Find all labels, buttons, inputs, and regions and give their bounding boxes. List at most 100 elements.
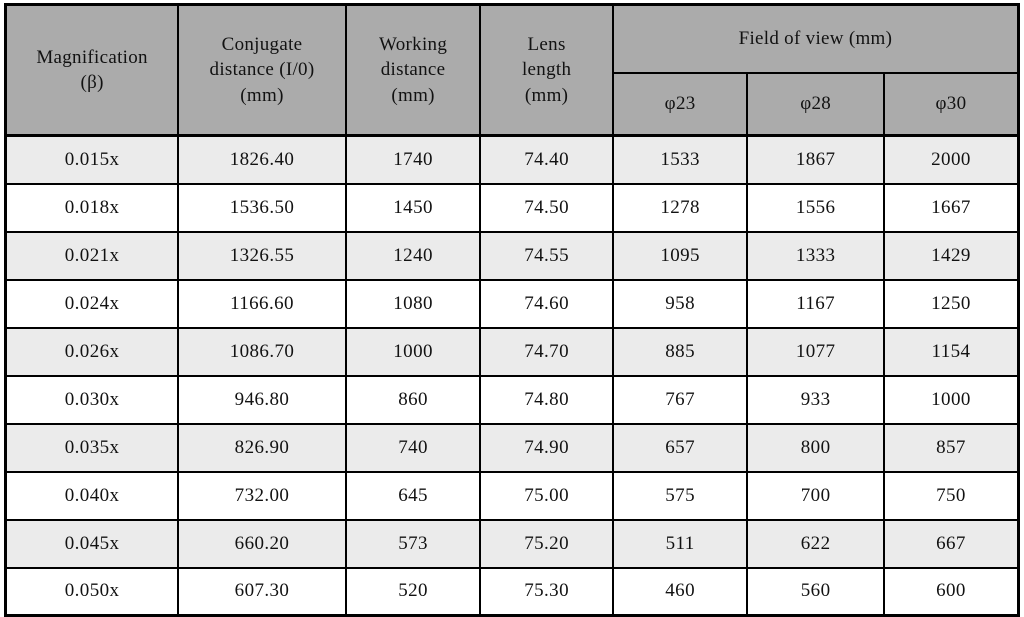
table-cell: 1278 [611, 182, 749, 233]
table-cell: 750 [882, 470, 1020, 521]
table-row: 0.045x 660.20 573 75.20 511 622 667 [4, 518, 1020, 569]
table-cell: 1429 [882, 230, 1020, 281]
col-header-fov-phi28: φ28 [746, 72, 885, 137]
table-cell: 1080 [344, 278, 482, 329]
header-row-top: Magnification (β) Conjugate distance (I/… [4, 3, 1020, 137]
table-cell: 74.90 [479, 422, 614, 473]
table-cell: 826.90 [177, 422, 347, 473]
table-cell: 75.20 [479, 518, 614, 569]
table-cell: 74.55 [479, 230, 614, 281]
table-cell: 1826.40 [177, 134, 347, 185]
table-cell: 575 [611, 470, 749, 521]
header-line: (mm) [391, 84, 435, 106]
table-cell: 1536.50 [177, 182, 347, 233]
table-cell: 1533 [611, 134, 749, 185]
table-cell: 75.00 [479, 470, 614, 521]
table-cell: 607.30 [177, 566, 347, 617]
table-cell: 1326.55 [177, 230, 347, 281]
table-cell: 1000 [344, 326, 482, 377]
table-cell: 1333 [746, 230, 885, 281]
table-cell: 74.80 [479, 374, 614, 425]
table-cell: 860 [344, 374, 482, 425]
table-cell: 645 [344, 470, 482, 521]
table-cell: 1667 [882, 182, 1020, 233]
table-cell: 1086.70 [177, 326, 347, 377]
table-cell: 1450 [344, 182, 482, 233]
table-cell: 74.40 [479, 134, 614, 185]
table-row: 0.035x 826.90 740 74.90 657 800 857 [4, 422, 1020, 473]
table-cell: 520 [344, 566, 482, 617]
col-header-working-distance: Working distance (mm) [344, 3, 482, 137]
table-cell: 667 [882, 518, 1020, 569]
table-cell: 0.021x [4, 230, 180, 281]
table-cell: 511 [611, 518, 749, 569]
table-row: 0.018x 1536.50 1450 74.50 1278 1556 1667 [4, 182, 1020, 233]
header-line: (mm) [240, 84, 284, 106]
table-cell: 460 [611, 566, 749, 617]
table-cell: 800 [746, 422, 885, 473]
header-line: (mm) [524, 84, 569, 106]
table-cell: 0.030x [4, 374, 180, 425]
table-cell: 0.018x [4, 182, 180, 233]
col-header-magnification: Magnification (β) [4, 3, 180, 137]
table-cell: 885 [611, 326, 749, 377]
table-cell: 657 [611, 422, 749, 473]
header-line: length [521, 59, 572, 81]
table-cell: 74.60 [479, 278, 614, 329]
header-line: Conjugate [221, 34, 303, 56]
table-cell: 1154 [882, 326, 1020, 377]
table-cell: 1250 [882, 278, 1020, 329]
header-line: (β) [80, 72, 104, 93]
table-cell: 0.045x [4, 518, 180, 569]
table-row: 0.026x 1086.70 1000 74.70 885 1077 1154 [4, 326, 1020, 377]
col-header-fov-phi30: φ30 [882, 72, 1020, 137]
table-cell: 740 [344, 422, 482, 473]
table-cell: 0.015x [4, 134, 180, 185]
table-cell: 573 [344, 518, 482, 569]
table-row: 0.024x 1166.60 1080 74.60 958 1167 1250 [4, 278, 1020, 329]
table-row: 0.050x 607.30 520 75.30 460 560 600 [4, 566, 1020, 617]
table-cell: 660.20 [177, 518, 347, 569]
header-line: distance [380, 59, 446, 81]
header-line: Lens [527, 34, 566, 56]
table-cell: 600 [882, 566, 1020, 617]
table-body: 0.015x 1826.40 1740 74.40 1533 1867 2000… [4, 134, 1020, 617]
table-row: 0.021x 1326.55 1240 74.55 1095 1333 1429 [4, 230, 1020, 281]
header-line: distance (I/0) [209, 59, 315, 81]
table-cell: 0.040x [4, 470, 180, 521]
table-cell: 1556 [746, 182, 885, 233]
table-cell: 1166.60 [177, 278, 347, 329]
table-cell: 1095 [611, 230, 749, 281]
table-cell: 767 [611, 374, 749, 425]
table-cell: 74.70 [479, 326, 614, 377]
table-row: 0.015x 1826.40 1740 74.40 1533 1867 2000 [4, 134, 1020, 185]
table-cell: 1240 [344, 230, 482, 281]
table-cell: 0.050x [4, 566, 180, 617]
table-header: Magnification (β) Conjugate distance (I/… [4, 3, 1020, 137]
col-header-field-of-view: Field of view (mm) [611, 3, 1020, 74]
table-cell: 622 [746, 518, 885, 569]
lens-spec-table: Magnification (β) Conjugate distance (I/… [4, 3, 1020, 617]
table-cell: 1167 [746, 278, 885, 329]
table-cell: 1000 [882, 374, 1020, 425]
table-cell: 74.50 [479, 182, 614, 233]
table-cell: 700 [746, 470, 885, 521]
table-cell: 1867 [746, 134, 885, 185]
table-cell: 946.80 [177, 374, 347, 425]
header-row-sub: φ23 φ28 φ30 [6, 72, 1020, 137]
table-cell: 0.035x [4, 422, 180, 473]
col-header-fov-phi23: φ23 [611, 72, 749, 137]
table-cell: 857 [882, 422, 1020, 473]
table-cell: 75.30 [479, 566, 614, 617]
table-cell: 1077 [746, 326, 885, 377]
col-header-lens-length: Lens length (mm) [479, 3, 614, 137]
table-cell: 560 [746, 566, 885, 617]
table-row: 0.040x 732.00 645 75.00 575 700 750 [4, 470, 1020, 521]
table-cell: 2000 [882, 134, 1020, 185]
table-cell: 958 [611, 278, 749, 329]
table-cell: 732.00 [177, 470, 347, 521]
table-cell: 1740 [344, 134, 482, 185]
header-line: Working [379, 34, 448, 56]
col-header-conjugate-distance: Conjugate distance (I/0) (mm) [177, 3, 347, 137]
